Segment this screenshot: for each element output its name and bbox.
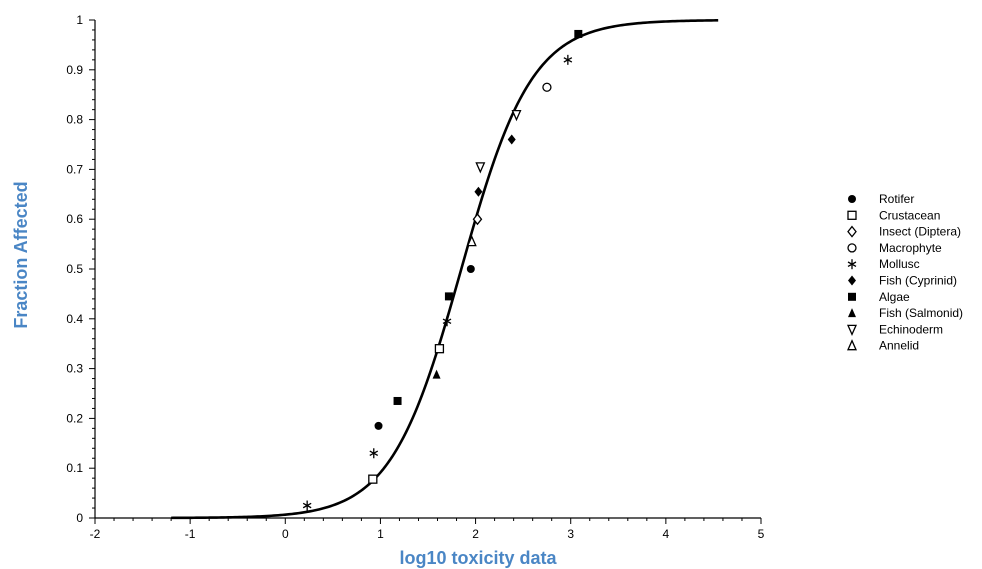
legend-label: Fish (Cyprinid) (879, 274, 957, 288)
data-point-annelid (466, 235, 477, 247)
data-point-insect-diptera (472, 213, 483, 226)
data-point-mollusc (563, 54, 573, 65)
x-tick-label: 5 (758, 527, 765, 541)
data-point-fish-cyprinid (474, 186, 483, 197)
legend-label: Annelid (879, 339, 919, 353)
y-tick-label: 0.2 (66, 411, 83, 425)
legend-item-rotifer: Rotifer (848, 192, 914, 206)
legend-label: Insect (Diptera) (879, 225, 961, 239)
legend-marker (846, 324, 858, 337)
legend-item-insect-diptera: Insect (Diptera) (847, 225, 961, 239)
legend-marker (847, 210, 857, 220)
x-tick-label: 0 (282, 527, 289, 541)
x-tick-label: 4 (663, 527, 670, 541)
data-point-rotifer (374, 421, 383, 430)
data-point-mollusc (302, 500, 312, 511)
x-tick-label: 1 (377, 527, 384, 541)
legend-label: Rotifer (879, 192, 914, 206)
axes (94, 20, 761, 519)
data-point-crustacean (368, 474, 378, 484)
y-tick-label: 0.3 (66, 362, 83, 376)
y-tick-label: 0.7 (66, 162, 83, 176)
x-tick-label: 3 (567, 527, 574, 541)
y-tick-label: 0.9 (66, 63, 83, 77)
data-point-crustacean (434, 344, 445, 354)
data-point-echinoderm (475, 162, 486, 174)
data-point-fish-salmonid (432, 369, 441, 379)
y-tick-label: 0.5 (66, 262, 83, 276)
y-axis-ticks: 0 0.1 0.2 0.3 0.4 0.5 0.6 0.7 0.8 0.9 1 (66, 13, 95, 525)
legend-item-mollusc: Mollusc (847, 257, 920, 271)
legend-marker (847, 225, 857, 238)
data-point-mollusc (442, 316, 452, 327)
x-axis-title: log10 toxicity data (399, 548, 557, 568)
legend-item-annelid: Annelid (846, 339, 919, 353)
legend-marker (848, 275, 856, 286)
data-point-algae (393, 396, 402, 405)
legend-label: Crustacean (879, 208, 940, 222)
data-point-echinoderm (511, 109, 522, 122)
legend-marker (846, 339, 858, 351)
legend-label: Mollusc (879, 257, 920, 271)
data-point-algae (574, 29, 583, 38)
data-point-rotifer (466, 265, 475, 273)
x-tick-label: -1 (185, 527, 196, 541)
legend-item-macrophyte: Macrophyte (847, 241, 942, 255)
legend-item-fish-salmonid: Fish (Salmonid) (848, 306, 963, 320)
legend-label: Echinoderm (879, 322, 943, 336)
fitted-curve (171, 19, 719, 520)
y-tick-label: 0.6 (66, 212, 83, 226)
y-axis-title: Fraction Affected (11, 181, 31, 328)
y-tick-label: 0.1 (66, 461, 83, 475)
x-axis-ticks: -2 -1 0 1 2 3 4 5 (90, 518, 765, 541)
legend-marker (848, 308, 856, 318)
x-tick-label: 2 (472, 527, 479, 541)
legend: Rotifer Crustacean Insect (Diptera) Macroph… (846, 192, 963, 353)
legend-label: Algae (879, 290, 910, 304)
legend-marker (848, 195, 856, 203)
x-tick-label: -2 (90, 527, 101, 541)
y-tick-label: 0.8 (66, 113, 83, 127)
legend-item-algae: Algae (848, 290, 910, 304)
data-point-fish-cyprinid (507, 134, 516, 145)
y-tick-label: 0 (76, 511, 83, 525)
legend-item-fish-cyprinid: Fish (Cyprinid) (848, 274, 957, 288)
legend-item-crustacean: Crustacean (847, 208, 940, 222)
legend-marker (847, 243, 857, 253)
y-tick-label: 1 (76, 13, 83, 27)
data-point-algae (444, 292, 453, 301)
legend-label: Macrophyte (879, 241, 942, 255)
legend-item-echinoderm: Echinoderm (846, 322, 943, 337)
data-point-mollusc (369, 448, 379, 459)
data-point-macrophyte (542, 82, 552, 92)
legend-label: Fish (Salmonid) (879, 306, 963, 320)
legend-marker (848, 292, 856, 301)
y-tick-label: 0.4 (66, 312, 83, 326)
legend-marker (847, 259, 857, 270)
data-points (302, 29, 583, 511)
